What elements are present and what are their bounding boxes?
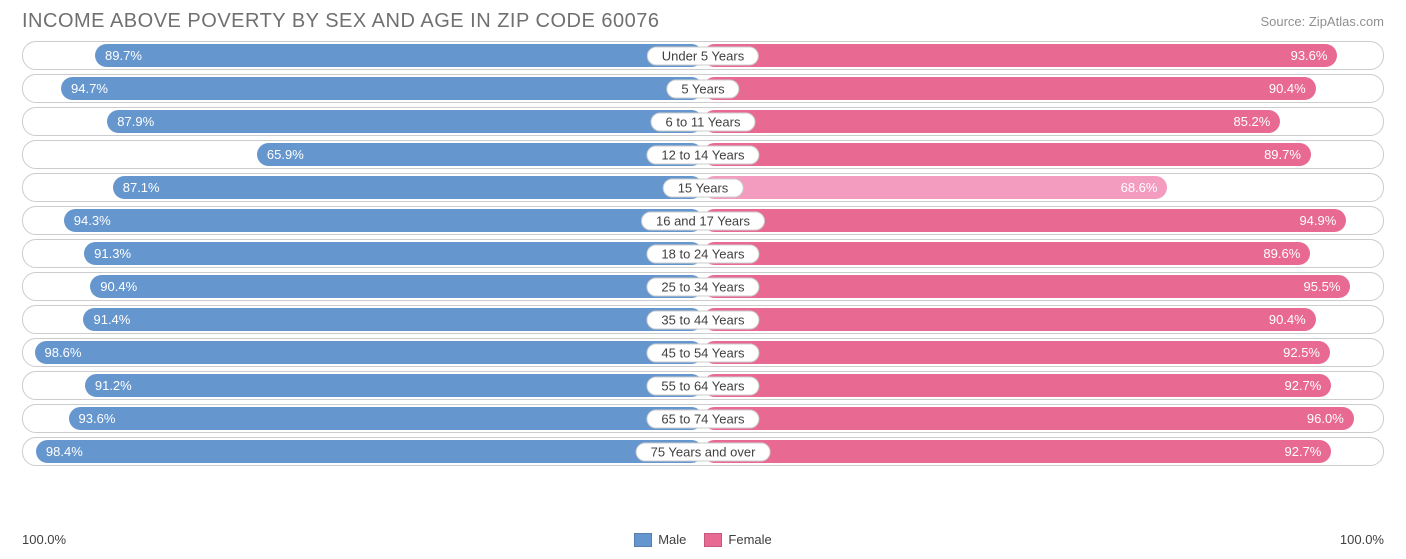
female-bar: 68.6% — [703, 176, 1167, 199]
chart-row: 91.4% 90.4% 35 to 44 Years — [22, 305, 1384, 334]
header: INCOME ABOVE POVERTY BY SEX AND AGE IN Z… — [0, 0, 1406, 41]
chart-row: 98.6% 92.5% 45 to 54 Years — [22, 338, 1384, 367]
male-bar: 94.7% — [61, 77, 703, 100]
female-bar: 89.7% — [703, 143, 1311, 166]
male-bar: 90.4% — [90, 275, 703, 298]
male-value-label: 91.2% — [95, 378, 132, 393]
male-bar: 91.2% — [85, 374, 703, 397]
male-bar: 98.6% — [35, 341, 703, 364]
male-value-label: 98.6% — [45, 345, 82, 360]
male-bar: 94.3% — [64, 209, 703, 232]
chart-row: 93.6% 96.0% 65 to 74 Years — [22, 404, 1384, 433]
age-group-label: 75 Years and over — [636, 442, 771, 461]
chart-row: 94.3% 94.9% 16 and 17 Years — [22, 206, 1384, 235]
male-bar: 98.4% — [36, 440, 703, 463]
age-group-label: Under 5 Years — [647, 46, 759, 65]
male-bar: 93.6% — [69, 407, 703, 430]
chart-row: 91.2% 92.7% 55 to 64 Years — [22, 371, 1384, 400]
female-value-label: 92.5% — [1283, 345, 1320, 360]
female-value-label: 90.4% — [1269, 81, 1306, 96]
chart-row: 89.7% 93.6% Under 5 Years — [22, 41, 1384, 70]
female-bar: 90.4% — [703, 308, 1316, 331]
female-value-label: 95.5% — [1304, 279, 1341, 294]
male-value-label: 98.4% — [46, 444, 83, 459]
female-bar: 92.7% — [703, 440, 1331, 463]
chart-row: 65.9% 89.7% 12 to 14 Years — [22, 140, 1384, 169]
female-bar: 92.7% — [703, 374, 1331, 397]
age-group-label: 16 and 17 Years — [641, 211, 765, 230]
male-bar: 87.9% — [107, 110, 703, 133]
female-value-label: 68.6% — [1121, 180, 1158, 195]
legend-female-label: Female — [728, 532, 771, 547]
footer: 100.0% Male Female 100.0% — [0, 526, 1406, 559]
female-value-label: 92.7% — [1284, 378, 1321, 393]
chart-title: INCOME ABOVE POVERTY BY SEX AND AGE IN Z… — [22, 10, 659, 33]
age-group-label: 55 to 64 Years — [646, 376, 759, 395]
age-group-label: 15 Years — [663, 178, 744, 197]
age-group-label: 12 to 14 Years — [646, 145, 759, 164]
axis-right-label: 100.0% — [1340, 532, 1384, 547]
female-value-label: 90.4% — [1269, 312, 1306, 327]
female-value-label: 94.9% — [1299, 213, 1336, 228]
female-value-label: 89.6% — [1263, 246, 1300, 261]
female-value-label: 93.6% — [1291, 48, 1328, 63]
legend-item-female: Female — [704, 532, 771, 547]
male-bar: 89.7% — [95, 44, 703, 67]
age-group-label: 45 to 54 Years — [646, 343, 759, 362]
legend: Male Female — [634, 532, 772, 547]
male-value-label: 87.9% — [117, 114, 154, 129]
age-group-label: 5 Years — [666, 79, 739, 98]
female-bar: 89.6% — [703, 242, 1310, 265]
male-bar: 91.4% — [83, 308, 703, 331]
male-value-label: 91.4% — [93, 312, 130, 327]
chart-row: 98.4% 92.7% 75 Years and over — [22, 437, 1384, 466]
male-value-label: 93.6% — [79, 411, 116, 426]
chart-row: 87.9% 85.2% 6 to 11 Years — [22, 107, 1384, 136]
age-group-label: 6 to 11 Years — [651, 112, 756, 131]
male-swatch — [634, 533, 652, 547]
female-value-label: 96.0% — [1307, 411, 1344, 426]
female-bar: 90.4% — [703, 77, 1316, 100]
source-label: Source: ZipAtlas.com — [1260, 14, 1384, 29]
male-bar: 87.1% — [113, 176, 703, 199]
female-bar: 95.5% — [703, 275, 1350, 298]
female-value-label: 89.7% — [1264, 147, 1301, 162]
legend-item-male: Male — [634, 532, 686, 547]
female-swatch — [704, 533, 722, 547]
male-value-label: 94.3% — [74, 213, 111, 228]
legend-male-label: Male — [658, 532, 686, 547]
chart-area: 89.7% 93.6% Under 5 Years 94.7% 90.4% 5 Years… — [0, 41, 1406, 526]
age-group-label: 25 to 34 Years — [646, 277, 759, 296]
male-value-label: 89.7% — [105, 48, 142, 63]
female-bar: 85.2% — [703, 110, 1280, 133]
female-value-label: 92.7% — [1284, 444, 1321, 459]
male-value-label: 90.4% — [100, 279, 137, 294]
chart-row: 87.1% 68.6% 15 Years — [22, 173, 1384, 202]
male-bar: 91.3% — [84, 242, 703, 265]
chart-row: 94.7% 90.4% 5 Years — [22, 74, 1384, 103]
female-bar: 92.5% — [703, 341, 1330, 364]
chart-row: 91.3% 89.6% 18 to 24 Years — [22, 239, 1384, 268]
female-bar: 96.0% — [703, 407, 1354, 430]
male-value-label: 87.1% — [123, 180, 160, 195]
chart-row: 90.4% 95.5% 25 to 34 Years — [22, 272, 1384, 301]
male-bar: 65.9% — [257, 143, 703, 166]
female-bar: 94.9% — [703, 209, 1346, 232]
male-value-label: 91.3% — [94, 246, 131, 261]
female-value-label: 85.2% — [1233, 114, 1270, 129]
age-group-label: 65 to 74 Years — [646, 409, 759, 428]
axis-left-label: 100.0% — [22, 532, 66, 547]
female-bar: 93.6% — [703, 44, 1337, 67]
male-value-label: 94.7% — [71, 81, 108, 96]
male-value-label: 65.9% — [267, 147, 304, 162]
age-group-label: 18 to 24 Years — [646, 244, 759, 263]
age-group-label: 35 to 44 Years — [646, 310, 759, 329]
